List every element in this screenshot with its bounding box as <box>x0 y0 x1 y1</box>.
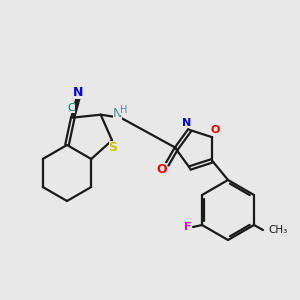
Text: S: S <box>109 141 118 154</box>
Text: H: H <box>120 105 127 115</box>
Text: N: N <box>182 118 191 128</box>
Text: F: F <box>184 222 192 232</box>
Text: N: N <box>73 86 83 99</box>
Text: N: N <box>113 107 122 120</box>
Text: O: O <box>157 163 167 176</box>
Text: C: C <box>68 103 75 113</box>
Text: CH₃: CH₃ <box>268 225 287 235</box>
Text: O: O <box>211 125 220 135</box>
